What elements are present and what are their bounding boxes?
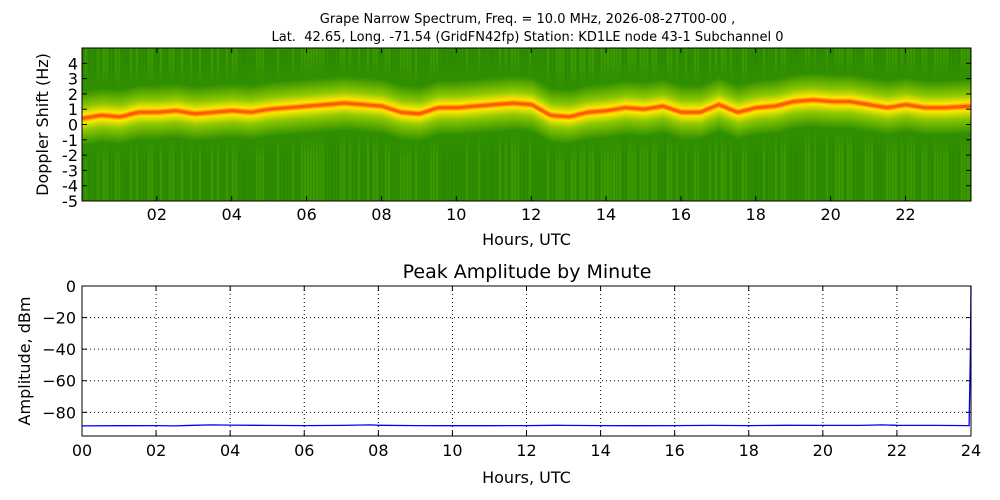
amplitude-chart-title: Peak Amplitude by Minute xyxy=(402,261,652,283)
y-tick-label: 3 xyxy=(68,70,78,89)
x-axis-label: Hours, UTC xyxy=(482,230,571,249)
x-tick-label: 18 xyxy=(746,205,766,224)
y-tick-label: 4 xyxy=(68,54,78,73)
x-tick-label: 24 xyxy=(961,441,981,460)
y-tick-label: -3 xyxy=(62,161,78,180)
x-tick-label: 14 xyxy=(596,205,616,224)
x-tick-label: 00 xyxy=(72,441,92,460)
x-tick-label: 08 xyxy=(371,205,391,224)
y-tick-label: 1 xyxy=(68,100,78,119)
y-tick-label: −40 xyxy=(42,340,76,359)
y-tick-label: -2 xyxy=(62,146,78,165)
y-tick-label: −20 xyxy=(42,309,76,328)
figure-title-line-1: Grape Narrow Spectrum, Freq. = 10.0 MHz,… xyxy=(319,12,736,27)
y-axis-label: Doppler Shift (Hz) xyxy=(33,53,52,196)
y-tick-label: -1 xyxy=(62,131,78,150)
x-tick-label: 06 xyxy=(294,441,314,460)
x-tick-label: 08 xyxy=(368,441,388,460)
x-tick-label: 06 xyxy=(296,205,316,224)
x-tick-label: 10 xyxy=(442,441,462,460)
x-tick-label: 20 xyxy=(813,441,833,460)
x-tick-label: 16 xyxy=(664,441,684,460)
x-tick-label: 02 xyxy=(147,205,167,224)
amplitude-series-line xyxy=(81,285,972,427)
x-tick-label: 10 xyxy=(446,205,466,224)
x-tick-label: 22 xyxy=(887,441,907,460)
x-tick-label: 02 xyxy=(146,441,166,460)
amplitude-frame xyxy=(81,285,972,437)
x-tick-label: 16 xyxy=(671,205,691,224)
y-tick-label: 0 xyxy=(66,277,76,296)
x-axis-label: Hours, UTC xyxy=(482,468,571,487)
y-tick-label: -5 xyxy=(62,192,78,211)
x-tick-label: 12 xyxy=(521,205,541,224)
x-tick-label: 12 xyxy=(516,441,536,460)
y-tick-label: 0 xyxy=(68,116,78,135)
y-tick-label: 2 xyxy=(68,85,78,104)
x-tick-label: 04 xyxy=(222,205,242,224)
x-tick-label: 22 xyxy=(895,205,915,224)
x-tick-label: 20 xyxy=(820,205,840,224)
y-tick-label: −80 xyxy=(42,403,76,422)
figure-title-line-2: Lat. 42.65, Long. -71.54 (GridFN42fp) St… xyxy=(271,30,784,45)
y-tick-label: −60 xyxy=(42,372,76,391)
x-tick-label: 14 xyxy=(590,441,610,460)
y-tick-label: -4 xyxy=(62,177,78,196)
x-tick-label: 18 xyxy=(739,441,759,460)
x-tick-label: 04 xyxy=(220,441,240,460)
y-axis-label: Amplitude, dBm xyxy=(15,297,34,426)
spectrogram-band xyxy=(82,48,971,201)
doppler-peak-trace xyxy=(82,98,971,120)
